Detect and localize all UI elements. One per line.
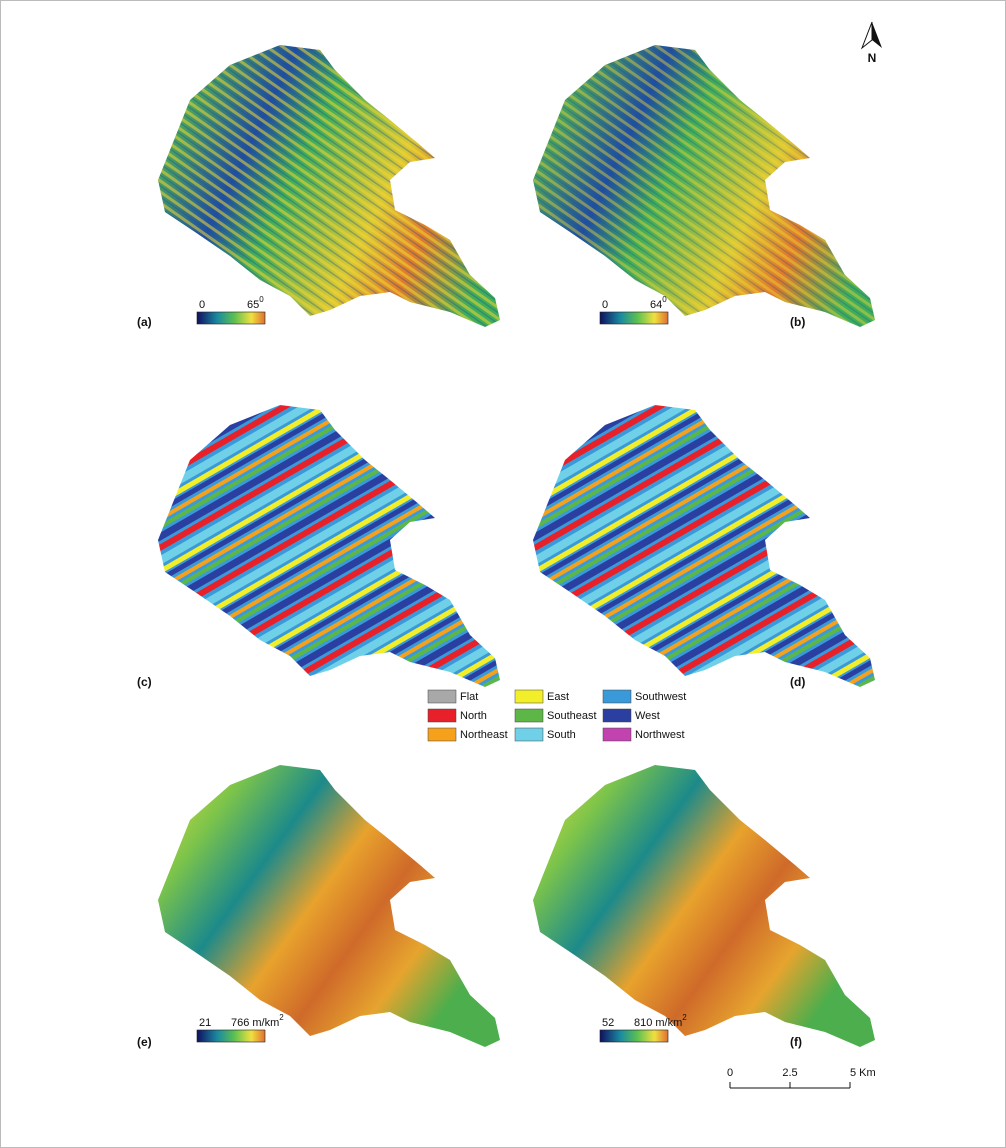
colorbar — [600, 1030, 668, 1042]
panel-label: (a) — [137, 315, 152, 329]
panel-label: (e) — [137, 1035, 152, 1049]
colorbar-max-value: 810 — [634, 1017, 652, 1029]
legend-label: South — [547, 729, 576, 741]
legend-label: North — [460, 710, 487, 722]
scale-label: 0 — [727, 1067, 733, 1079]
colorbar-min: 0 — [199, 299, 205, 311]
colorbar-max-value: 65 — [247, 299, 259, 311]
colorbar-min: 0 — [602, 299, 608, 311]
figure: N (a)0650(b)0640(c)(d)(e)21766m/km2(f)52… — [0, 0, 1006, 1148]
colorbar — [600, 312, 668, 324]
legend-label: Northwest — [635, 729, 685, 741]
maps — [158, 45, 875, 1047]
colorbar-unit: m/km — [655, 1017, 682, 1029]
panel-label: (c) — [137, 675, 152, 689]
legend-swatch — [603, 728, 631, 741]
north-label: N — [868, 51, 877, 65]
colorbar-max-value: 64 — [650, 299, 662, 311]
colorbar-max: 640 — [650, 295, 667, 311]
legend-swatch — [428, 728, 456, 741]
legend-swatch — [515, 728, 543, 741]
legend-swatch — [515, 709, 543, 722]
panel-label: (d) — [790, 675, 805, 689]
colorbar-sup: 2 — [279, 1013, 284, 1022]
panel-label: (b) — [790, 315, 805, 329]
scale-label: 5 Km — [850, 1067, 876, 1079]
colorbar-max-value: 766 — [231, 1017, 249, 1029]
colorbar-min: 52 — [602, 1017, 614, 1029]
colorbar — [197, 312, 265, 324]
colorbar-sup: 2 — [682, 1013, 687, 1022]
panel-label: (f) — [790, 1035, 802, 1049]
legend-swatch — [428, 690, 456, 703]
legend-label: East — [547, 691, 569, 703]
legend-label: Southwest — [635, 691, 686, 703]
legend-swatch — [603, 690, 631, 703]
legend-label: Southeast — [547, 710, 597, 722]
legend-label: Flat — [460, 691, 478, 703]
legend-label: Northeast — [460, 729, 508, 741]
colorbar-unit: m/km — [252, 1017, 279, 1029]
colorbar — [197, 1030, 265, 1042]
colorbar-min: 21 — [199, 1017, 211, 1029]
legend-swatch — [603, 709, 631, 722]
north-arrow: N — [862, 22, 882, 65]
colorbar-max: 650 — [247, 295, 264, 311]
scale-label: 2.5 — [782, 1067, 797, 1079]
colorbar-sup: 0 — [662, 295, 667, 304]
legend-label: West — [635, 710, 660, 722]
legend-swatch — [515, 690, 543, 703]
frame — [1, 1, 1006, 1148]
colorbar-sup: 0 — [259, 295, 264, 304]
legend-swatch — [428, 709, 456, 722]
